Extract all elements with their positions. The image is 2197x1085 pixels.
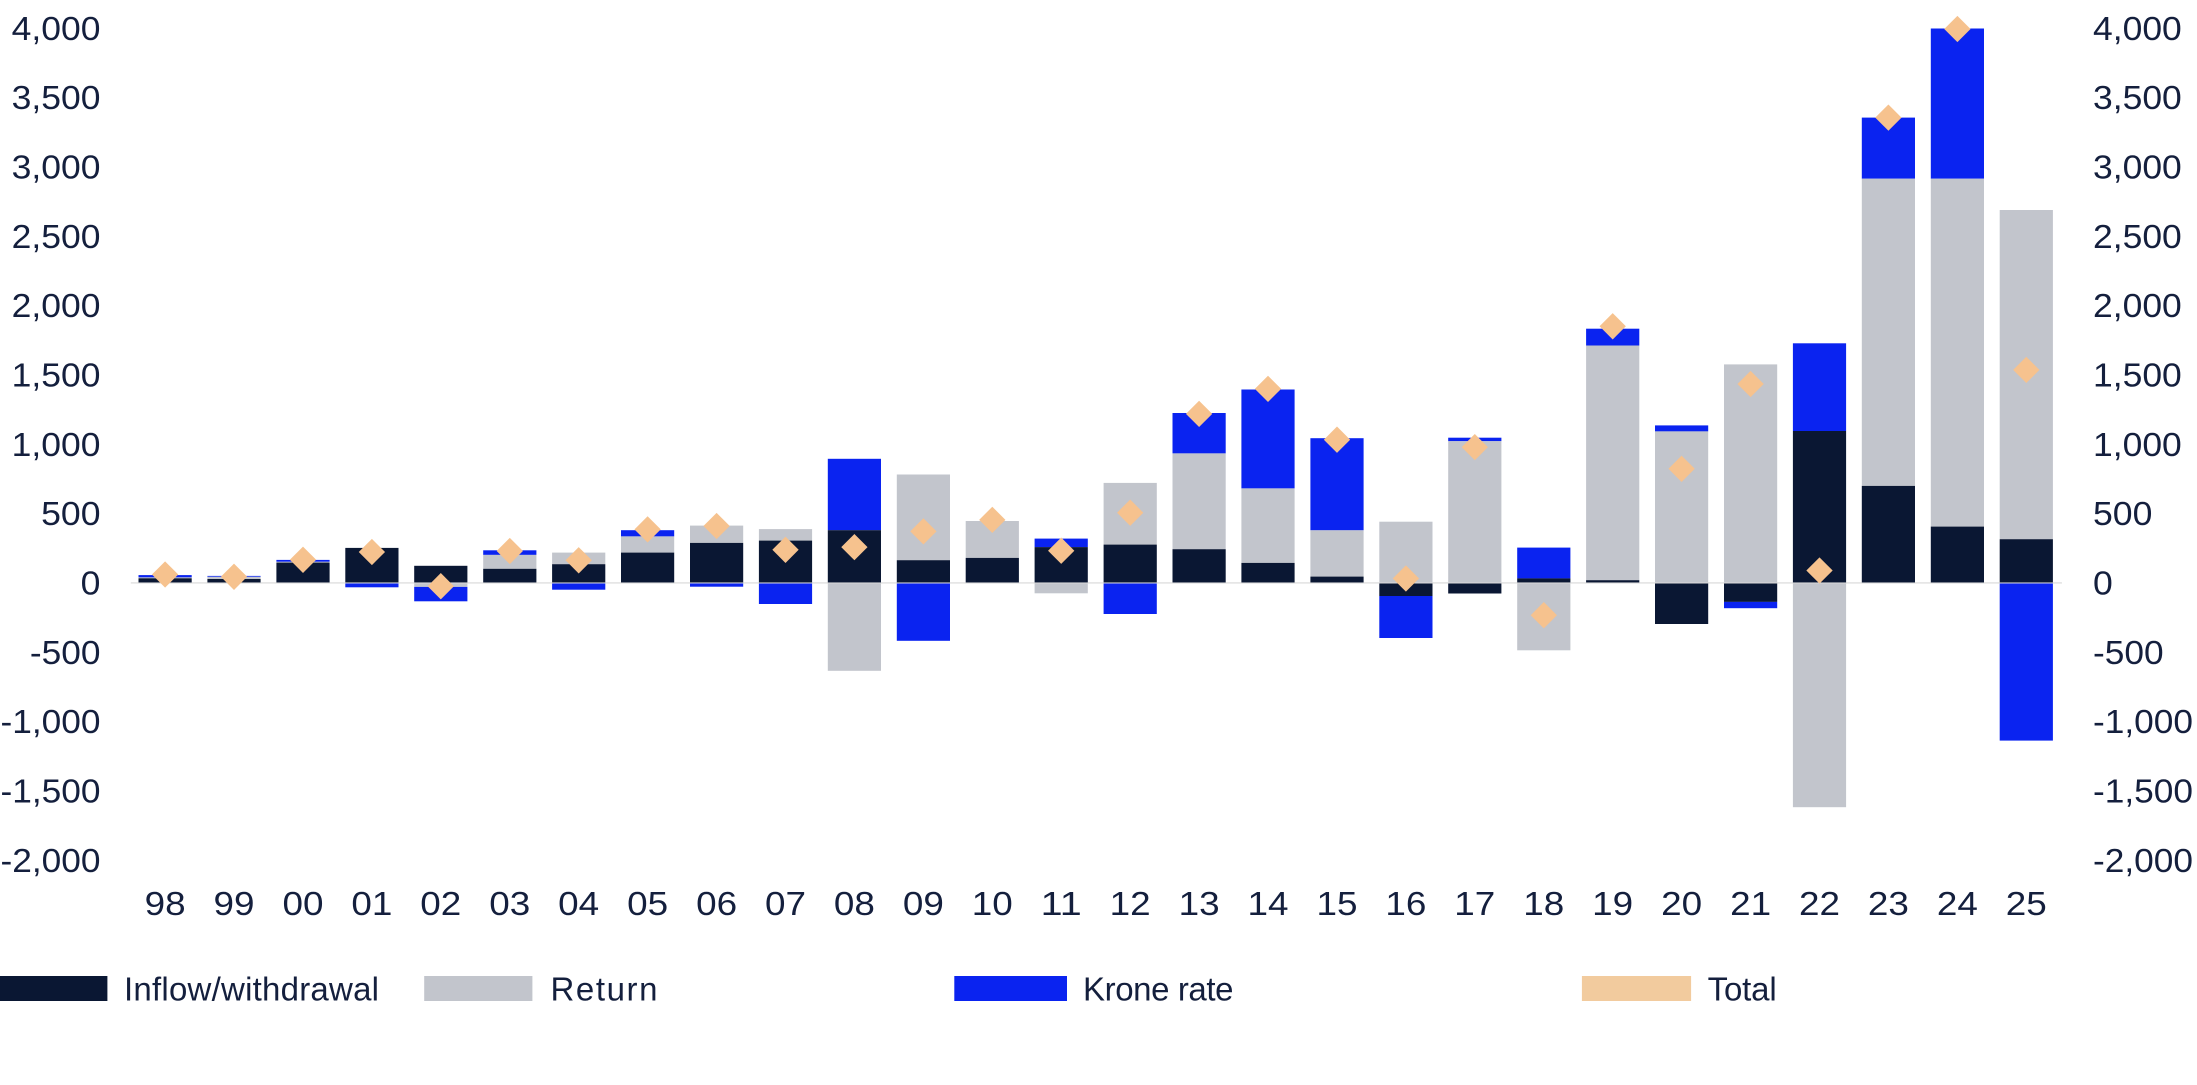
svg-text:3,000: 3,000 — [12, 149, 101, 186]
svg-text:0: 0 — [81, 564, 101, 601]
svg-text:06: 06 — [696, 885, 737, 922]
svg-text:1,000: 1,000 — [2093, 426, 2182, 463]
svg-text:09: 09 — [903, 885, 944, 922]
svg-text:-2,000: -2,000 — [1, 842, 101, 879]
svg-text:0: 0 — [2093, 564, 2113, 601]
svg-text:Return: Return — [551, 971, 658, 1008]
svg-text:Inflow/withdrawal: Inflow/withdrawal — [124, 971, 379, 1008]
svg-text:13: 13 — [1179, 885, 1220, 922]
svg-text:-1,000: -1,000 — [2093, 703, 2193, 740]
svg-text:-2,000: -2,000 — [2093, 842, 2193, 879]
svg-text:19: 19 — [1592, 885, 1633, 922]
svg-text:14: 14 — [1248, 885, 1289, 922]
svg-text:500: 500 — [41, 495, 100, 532]
svg-text:1,000: 1,000 — [12, 426, 101, 463]
svg-text:10: 10 — [972, 885, 1013, 922]
svg-text:02: 02 — [420, 885, 461, 922]
svg-text:-1,500: -1,500 — [2093, 772, 2193, 809]
svg-text:11: 11 — [1041, 885, 1082, 922]
svg-text:-500: -500 — [30, 634, 101, 671]
svg-text:23: 23 — [1868, 885, 1909, 922]
svg-text:12: 12 — [1110, 885, 1151, 922]
svg-text:17: 17 — [1454, 885, 1495, 922]
svg-text:21: 21 — [1730, 885, 1771, 922]
svg-text:-1,000: -1,000 — [1, 703, 101, 740]
svg-text:08: 08 — [834, 885, 875, 922]
svg-text:1,500: 1,500 — [12, 356, 101, 393]
svg-text:03: 03 — [489, 885, 530, 922]
svg-text:Total: Total — [1708, 971, 1777, 1008]
svg-text:2,000: 2,000 — [2093, 287, 2182, 324]
svg-text:2,500: 2,500 — [12, 218, 101, 255]
svg-text:22: 22 — [1799, 885, 1840, 922]
svg-text:2,000: 2,000 — [12, 287, 101, 324]
svg-text:1,500: 1,500 — [2093, 356, 2182, 393]
svg-text:20: 20 — [1661, 885, 1702, 922]
svg-text:07: 07 — [765, 885, 806, 922]
svg-text:01: 01 — [351, 885, 392, 922]
svg-text:15: 15 — [1317, 885, 1358, 922]
svg-text:99: 99 — [214, 885, 255, 922]
svg-text:98: 98 — [145, 885, 186, 922]
svg-text:25: 25 — [2006, 885, 2047, 922]
svg-text:3,500: 3,500 — [2093, 79, 2182, 116]
svg-text:Krone rate: Krone rate — [1083, 971, 1234, 1008]
svg-text:2,500: 2,500 — [2093, 218, 2182, 255]
svg-text:-1,500: -1,500 — [1, 772, 101, 809]
svg-text:05: 05 — [627, 885, 668, 922]
svg-text:4,000: 4,000 — [12, 10, 101, 47]
svg-text:04: 04 — [558, 885, 599, 922]
svg-text:24: 24 — [1937, 885, 1978, 922]
svg-text:18: 18 — [1523, 885, 1564, 922]
svg-text:4,000: 4,000 — [2093, 10, 2182, 47]
svg-text:-500: -500 — [2093, 634, 2164, 671]
svg-text:16: 16 — [1385, 885, 1426, 922]
svg-text:00: 00 — [283, 885, 324, 922]
svg-text:500: 500 — [2093, 495, 2152, 532]
svg-text:3,500: 3,500 — [12, 79, 101, 116]
svg-text:3,000: 3,000 — [2093, 149, 2182, 186]
